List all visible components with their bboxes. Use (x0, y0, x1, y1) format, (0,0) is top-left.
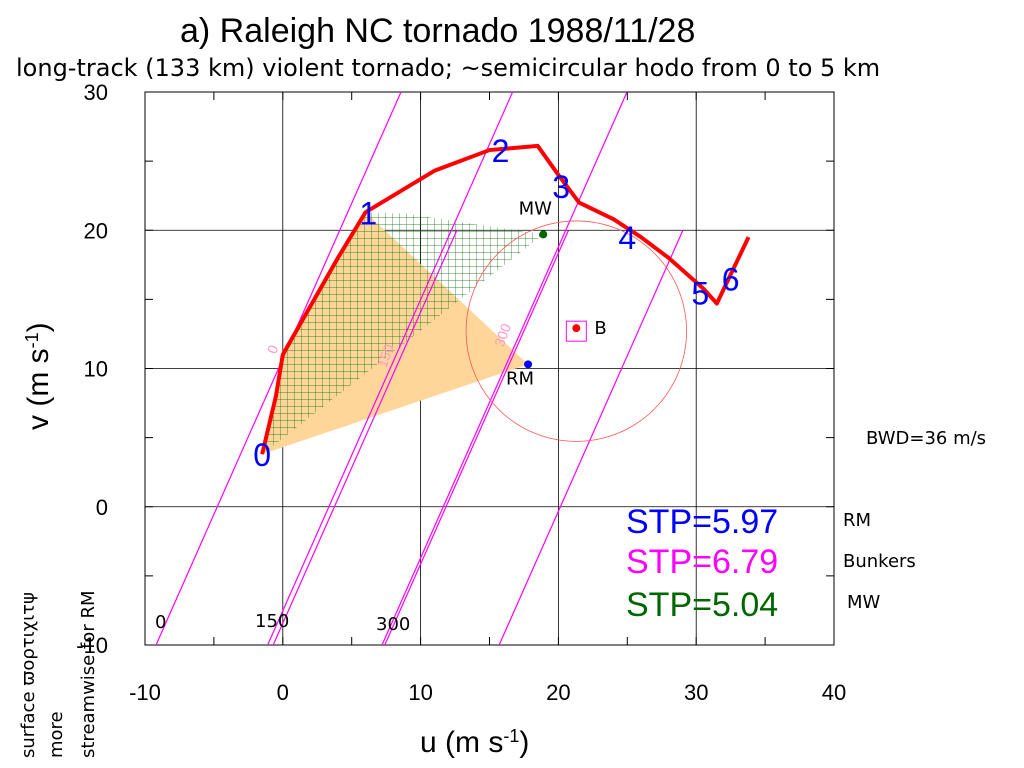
rm-label: RM (506, 368, 534, 389)
y-tick-label: -10 (76, 633, 108, 658)
helicity-area-label: 300 (491, 321, 514, 349)
side-text-line2: more (46, 711, 67, 758)
height-label-1: 1 (359, 195, 377, 231)
hodograph-trace: 0 1 2 3 4 5 6 (253, 133, 751, 473)
stp-mw: STP=5.04 (626, 586, 778, 624)
hodograph-line (260, 143, 751, 455)
chart-title: a) Raleigh NC tornado 1988/11/28 (180, 12, 695, 50)
srh-line-offset (272, 230, 458, 646)
helicity-shading: 0 150 300 (262, 212, 544, 455)
helicity-area-label: 150 (374, 342, 397, 370)
stp-note-rm: RM (843, 510, 871, 531)
height-label-2: 2 (492, 133, 510, 169)
height-label-5: 5 (691, 275, 709, 311)
x-tick-label: 0 (277, 680, 289, 705)
storm-motion-marks: MW RM B (506, 198, 607, 389)
side-text-line3: streamwise for RM (78, 591, 99, 758)
x-tick-label: 30 (684, 680, 708, 705)
bunkers-point (572, 324, 581, 333)
bunkers-uncertainty-circle (465, 220, 687, 442)
rm-point (524, 360, 533, 369)
stp-bunkers: STP=6.79 (626, 543, 778, 581)
y-tick-label: 30 (84, 80, 108, 105)
stp-note-mw: MW (847, 592, 881, 613)
bunkers-box (565, 320, 587, 342)
axis-value-label-300: 300 (376, 614, 410, 635)
y-tick-label: 20 (84, 218, 108, 243)
bunkers-circle (465, 220, 687, 442)
srh-line-300 (381, 91, 628, 646)
helicity-area-label: 0 (264, 343, 282, 356)
x-tick-label: 20 (546, 680, 570, 705)
stp-rm: STP=5.97 (626, 503, 778, 541)
srh-line-150 (267, 91, 514, 646)
mw-point (539, 230, 548, 239)
height-label-3: 3 (552, 169, 570, 205)
srh-line-offset (384, 230, 570, 646)
axis-value-label-0: 0 (155, 612, 166, 633)
bwd-label: BWD=36 m/s (866, 428, 986, 449)
y-axis-label: v (m s-1) (22, 322, 55, 430)
y-tick-label: 10 (84, 357, 108, 382)
side-text-line1: surface ϖορτιχιτψ (18, 592, 39, 758)
chart-subtitle: long-track (133 km) violent tornado; ~se… (16, 54, 880, 82)
mw-label: MW (519, 198, 553, 219)
x-axis-label: u (m s-1) (420, 726, 529, 759)
axis-value-label-150: 150 (255, 611, 289, 632)
x-tick-label: 10 (408, 680, 432, 705)
mw-helicity-area (262, 212, 544, 455)
x-tick-label: 40 (822, 680, 846, 705)
stp-note-bunkers: Bunkers (843, 551, 916, 572)
y-tick-label: 0 (96, 495, 108, 520)
height-label-4: 4 (618, 220, 636, 256)
height-label-6: 6 (722, 262, 740, 298)
x-tick-label: -10 (129, 680, 161, 705)
srh-line-offset (498, 230, 684, 646)
height-label-0: 0 (253, 437, 271, 473)
bunkers-label: B (594, 318, 606, 339)
